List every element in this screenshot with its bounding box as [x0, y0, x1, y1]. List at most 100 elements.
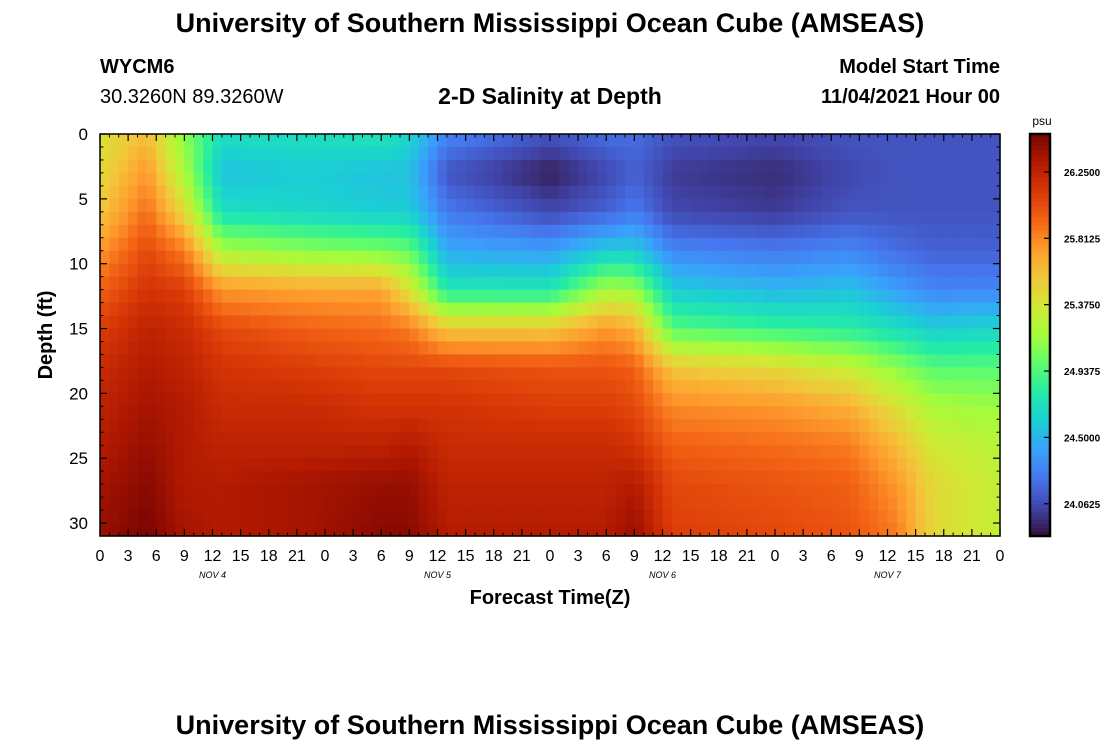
heatmap-cell	[343, 211, 354, 226]
heatmap-cell	[737, 159, 748, 174]
heatmap-cell	[971, 211, 982, 226]
plot-title: 2-D Salinity at Depth	[438, 83, 662, 109]
heatmap-cell	[831, 159, 842, 174]
heatmap-cell	[137, 432, 148, 446]
heatmap-cell	[606, 159, 617, 174]
heatmap-cell	[362, 458, 373, 472]
heatmap-cell	[381, 211, 392, 226]
heatmap-cell	[587, 406, 598, 420]
heatmap-cell	[981, 289, 992, 304]
heatmap-cell	[465, 159, 476, 174]
heatmap-cell	[681, 185, 692, 200]
colorbar-unit: psu	[1032, 114, 1051, 128]
colorbar-tick-label: 24.5000	[1064, 433, 1100, 444]
heatmap-cell	[934, 445, 945, 459]
heatmap-cell	[184, 134, 195, 148]
heatmap-cell	[212, 484, 223, 498]
heatmap-cell	[175, 458, 185, 472]
heatmap-cell	[737, 484, 748, 498]
heatmap-cell	[868, 172, 879, 187]
heatmap-cell	[137, 471, 148, 485]
heatmap-cell	[550, 484, 560, 498]
heatmap-cell	[353, 302, 364, 317]
heatmap-cell	[109, 380, 120, 394]
heatmap-cell	[325, 198, 335, 213]
heatmap-cell	[559, 289, 570, 304]
heatmap-cell	[221, 289, 232, 304]
heatmap-cell	[203, 393, 214, 407]
heatmap-cell	[709, 367, 720, 381]
heatmap-cell	[184, 224, 195, 239]
heatmap-cell	[868, 159, 879, 174]
heatmap-cell	[156, 224, 167, 239]
heatmap-cell	[250, 146, 260, 161]
heatmap-cell	[128, 432, 139, 446]
heatmap-cell	[334, 302, 345, 317]
heatmap-cell	[512, 523, 523, 537]
heatmap-cell	[962, 237, 973, 252]
heatmap-cell	[625, 211, 635, 226]
heatmap-cell	[868, 445, 879, 459]
heatmap-cell	[568, 510, 579, 524]
heatmap-cell	[831, 471, 842, 485]
heatmap-cell	[456, 315, 467, 330]
heatmap-cell	[700, 172, 710, 187]
heatmap-cell	[109, 134, 120, 148]
heatmap-cell	[793, 445, 804, 459]
heatmap-cell	[690, 315, 701, 330]
heatmap-cell	[643, 159, 654, 174]
heatmap-cell	[325, 445, 335, 459]
heatmap-cell	[643, 198, 654, 213]
heatmap-cell	[531, 315, 542, 330]
heatmap-cell	[362, 432, 373, 446]
heatmap-cell	[850, 276, 860, 291]
heatmap-cell	[109, 393, 120, 407]
heatmap-cell	[878, 185, 889, 200]
heatmap-cell	[456, 185, 467, 200]
heatmap-cell	[868, 224, 879, 239]
heatmap-cell	[250, 211, 260, 226]
heatmap-cell	[990, 458, 1001, 472]
heatmap-cell	[437, 289, 448, 304]
heatmap-cell	[596, 134, 607, 148]
heatmap-cell	[137, 172, 148, 187]
heatmap-cell	[943, 367, 954, 381]
heatmap-cell	[306, 484, 317, 498]
heatmap-cell	[306, 224, 317, 239]
heatmap-cell	[943, 276, 954, 291]
heatmap-cell	[568, 484, 579, 498]
heatmap-cell	[175, 445, 185, 459]
heatmap-cell	[953, 237, 964, 252]
heatmap-cell	[746, 406, 757, 420]
heatmap-cell	[325, 146, 335, 161]
heatmap-cell	[212, 354, 223, 369]
heatmap-cell	[465, 198, 476, 213]
heatmap-cell	[184, 393, 195, 407]
heatmap-cell	[934, 224, 945, 239]
heatmap-cell	[193, 419, 204, 433]
heatmap-cell	[418, 315, 429, 330]
heatmap-cell	[409, 250, 420, 265]
heatmap-cell	[231, 315, 242, 330]
heatmap-cell	[315, 211, 326, 226]
heatmap-cell	[821, 159, 832, 174]
heatmap-cell	[390, 237, 401, 252]
heatmap-cell	[906, 224, 917, 239]
heatmap-cell	[606, 510, 617, 524]
heatmap-cell	[981, 185, 992, 200]
heatmap-cell	[484, 367, 495, 381]
heatmap-cell	[671, 445, 682, 459]
heatmap-cell	[971, 185, 982, 200]
heatmap-cell	[400, 471, 410, 485]
colorbar-swatch	[1030, 443, 1050, 449]
heatmap-cell	[550, 471, 560, 485]
heatmap-cell	[512, 367, 523, 381]
heatmap-cell	[446, 393, 457, 407]
heatmap-cell	[418, 484, 429, 498]
heatmap-cell	[728, 224, 739, 239]
heatmap-cell	[287, 497, 298, 511]
heatmap-cell	[662, 510, 673, 524]
heatmap-cell	[831, 341, 842, 356]
heatmap-cell	[653, 185, 664, 200]
heatmap-cell	[812, 510, 823, 524]
